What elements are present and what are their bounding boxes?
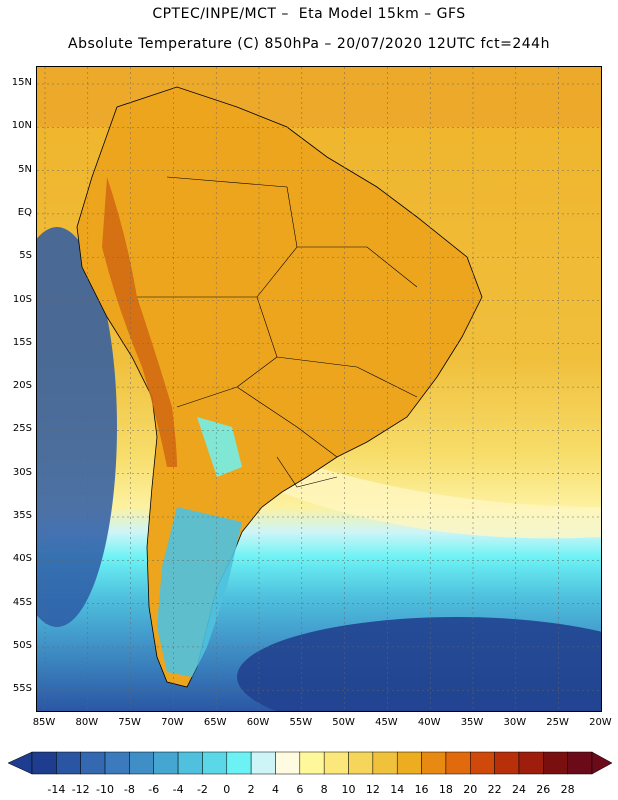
andes-ridge — [102, 177, 177, 467]
colorbar-swatch — [31, 751, 57, 775]
colorbar-tick-label: 6 — [296, 783, 304, 796]
lon-tick-label: 50W — [332, 717, 355, 728]
lon-tick-label: 70W — [161, 717, 184, 728]
colorbar-swatch — [445, 751, 471, 775]
colorbar-swatch — [470, 751, 495, 775]
colorbar-swatch — [372, 751, 398, 775]
lat-tick-label: 10S — [12, 293, 32, 305]
patagonia-cold — [157, 507, 242, 677]
lat-tick-label: 55S — [12, 683, 32, 695]
colorbar-tick-label: -14 — [47, 783, 66, 796]
map-subtitle: Absolute Temperature (C) 850hPa – 20/07/… — [68, 36, 550, 52]
colorbar-tick-label: 8 — [320, 783, 328, 796]
country-borders — [137, 176, 418, 488]
cold-core-west — [37, 227, 117, 627]
colorbar-tick-label: -6 — [148, 783, 160, 796]
colorbar-tick-label: 2 — [247, 783, 255, 796]
cold-tongue — [197, 417, 242, 477]
lat-tick-label: 10N — [11, 120, 32, 132]
colorbar-swatch — [567, 751, 593, 775]
colorbar-swatch — [80, 751, 106, 775]
colorbar-tick-label: 26 — [536, 783, 551, 796]
colorbar-swatch — [250, 751, 276, 775]
lat-tick-label: EQ — [17, 206, 32, 218]
colorbar-tick-label: 28 — [560, 783, 575, 796]
colorbar-swatch — [518, 751, 544, 775]
colorbar-tick-label: 22 — [487, 783, 502, 796]
colorbar-tick-label: -2 — [196, 783, 208, 796]
colorbar-swatch — [348, 751, 374, 775]
colorbar-tick-label: -4 — [172, 783, 184, 796]
temperature-colorbar — [0, 748, 618, 800]
lat-tick-label: 45S — [12, 596, 32, 608]
colorbar-tick-label: 12 — [365, 783, 380, 796]
cold-core — [237, 617, 601, 711]
colorbar-swatch — [421, 751, 447, 775]
colorbar-tick-label: 10 — [341, 783, 356, 796]
lon-tick-label: 25W — [546, 717, 569, 728]
lon-tick-label: 80W — [75, 717, 99, 728]
colorbar-tick-label: 24 — [511, 783, 526, 796]
colorbar-swatch — [56, 751, 81, 775]
colorbar-swatch — [323, 751, 349, 775]
colorbar-swatch — [275, 751, 301, 775]
colorbar-tick-label: 4 — [271, 783, 279, 796]
colorbar-swatch — [177, 751, 203, 775]
lon-tick-label: 55W — [289, 717, 313, 728]
colorbar-tick-label: 14 — [390, 783, 405, 796]
colorbar-swatch — [396, 751, 422, 775]
colorbar-swatch — [226, 751, 252, 775]
lon-tick-label: 75W — [118, 717, 141, 728]
lat-tick-label: 15N — [11, 77, 32, 88]
colorbar-tick-label: -8 — [123, 783, 135, 796]
lat-tick-label: 15S — [12, 336, 32, 348]
lat-tick-label: 30S — [12, 466, 32, 478]
colorbar-max-arrow — [591, 751, 613, 775]
colorbar-swatch — [494, 751, 520, 775]
colorbar-min-arrow — [7, 751, 33, 775]
map-title: CPTEC/INPE/MCT – Eta Model 15km – GFS — [152, 6, 466, 22]
lat-tick-label: 5N — [18, 163, 32, 175]
colorbar-tick-label: -12 — [71, 783, 90, 796]
colorbar-swatch — [129, 751, 154, 775]
lon-tick-label: 65W — [203, 717, 227, 728]
colorbar-swatch — [202, 751, 228, 775]
lat-tick-label: 5S — [19, 250, 32, 262]
graticule — [37, 67, 601, 711]
lon-tick-label: 20W — [589, 717, 612, 728]
lat-tick-label: 35S — [12, 510, 32, 521]
lon-tick-label: 60W — [246, 717, 270, 728]
lat-tick-label: 20S — [12, 380, 32, 392]
colorbar-tick-label: -10 — [96, 783, 115, 796]
colorbar-tick-label: 18 — [438, 783, 453, 796]
lon-tick-label: 45W — [375, 717, 398, 728]
temperature-map — [36, 66, 602, 712]
frontal-band — [257, 447, 601, 539]
lon-tick-label: 40W — [417, 717, 441, 728]
colorbar-swatch — [543, 751, 568, 775]
colorbar-tick-label: 20 — [463, 783, 478, 796]
colorbar-tick-label: 0 — [223, 783, 231, 796]
colorbar-swatch — [153, 751, 179, 775]
lat-tick-label: 40S — [12, 553, 32, 565]
lon-tick-label: 35W — [460, 717, 484, 728]
colorbar-tick-label: 16 — [414, 783, 429, 796]
lat-tick-label: 25S — [12, 423, 32, 435]
lon-tick-label: 85W — [32, 717, 56, 728]
lon-tick-label: 30W — [503, 717, 527, 728]
colorbar-swatch — [299, 751, 325, 775]
lat-tick-label: 50S — [12, 639, 32, 651]
colorbar-swatch — [104, 751, 130, 775]
